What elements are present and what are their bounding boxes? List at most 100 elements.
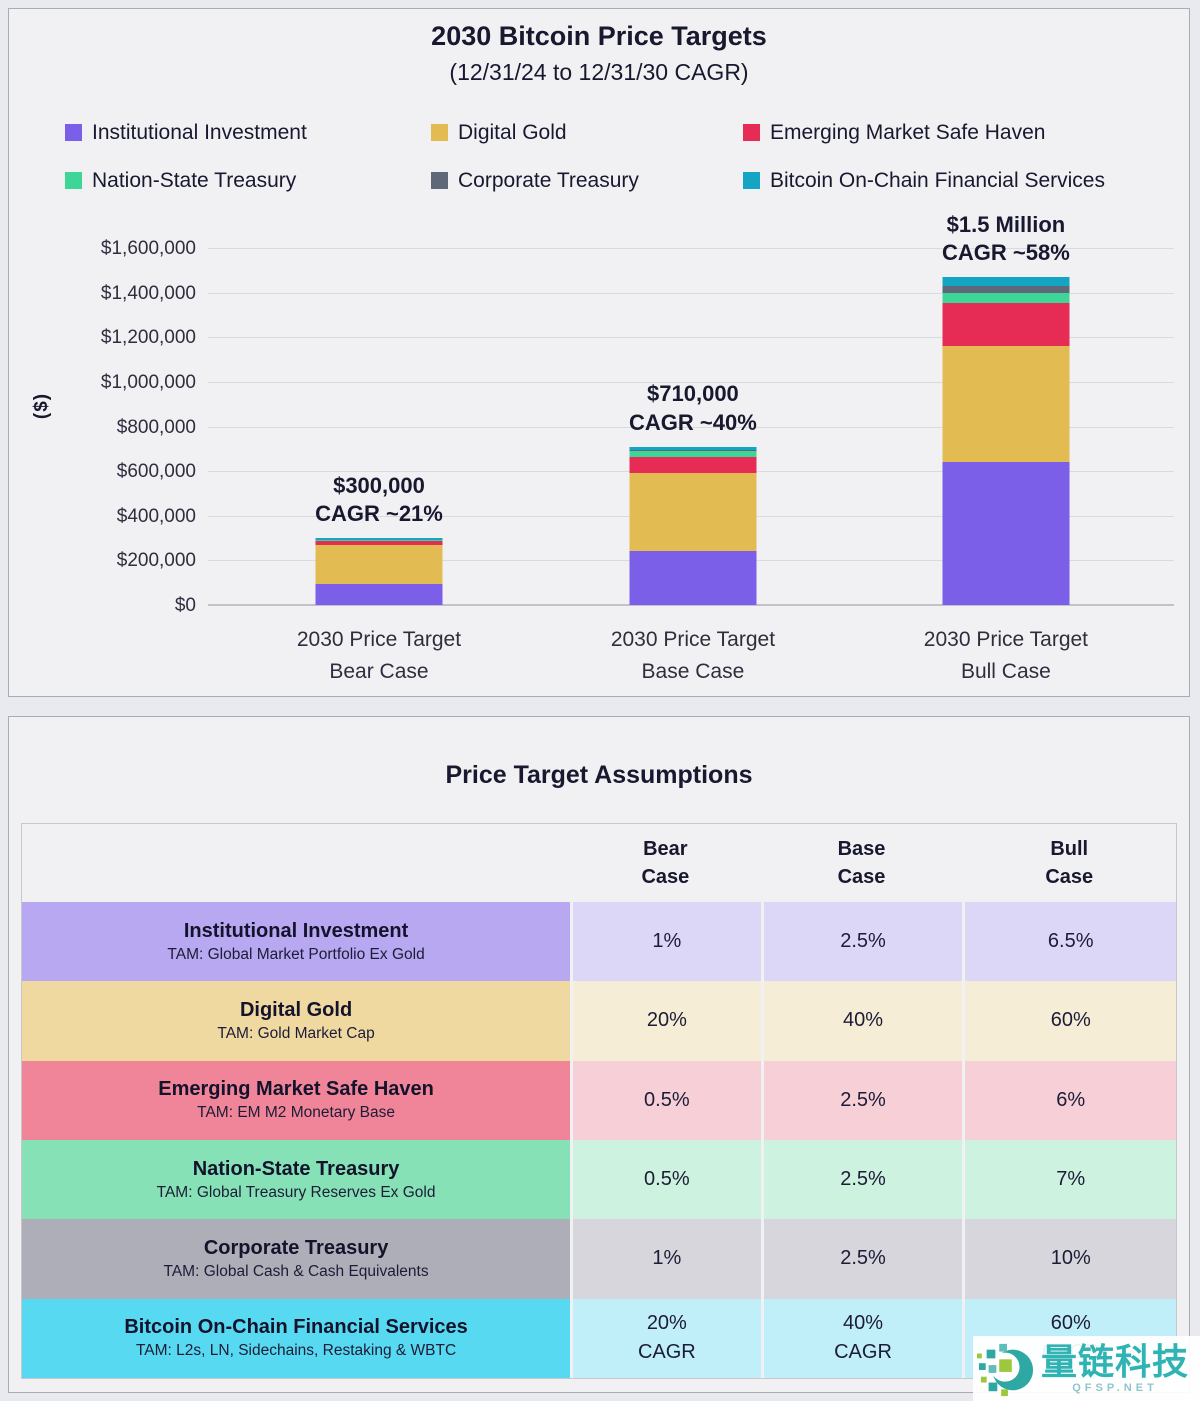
x-category-label: 2030 Price Target Bull Case <box>923 628 1089 683</box>
row-title: Emerging Market Safe Haven <box>158 1078 434 1101</box>
gridline <box>208 337 1174 339</box>
gridline <box>208 248 1174 249</box>
cell-nation-state-treasury-bear: 0.5% <box>570 1139 761 1220</box>
gridline <box>208 426 1174 428</box>
gridline <box>208 604 1174 606</box>
legend-swatch-icon <box>431 172 448 189</box>
price-targets-chart-panel: 2030 Bitcoin Price Targets (12/31/24 to … <box>8 8 1190 697</box>
row-title: Bitcoin On-Chain Financial Services <box>124 1316 468 1339</box>
segment-institutional-investment <box>315 583 443 605</box>
legend-label: Nation-State Treasury <box>92 169 297 192</box>
cell-nation-state-treasury-base: 2.5% <box>760 1139 963 1220</box>
column-header-bull-case: Bull Case <box>1045 838 1094 888</box>
legend-item-digital-gold: Digital Gold <box>431 121 743 145</box>
row-title: Nation-State Treasury <box>192 1157 400 1180</box>
y-tick-label: $1,400,000 <box>100 282 196 304</box>
chart-title: 2030 Bitcoin Price Targets <box>431 21 767 51</box>
legend-swatch-icon <box>65 124 82 141</box>
row-title: Corporate Treasury <box>203 1236 389 1259</box>
y-tick-label: $1,000,000 <box>100 371 196 393</box>
cell-bitcoin-on-chain-financial-services-bear: 20% CAGR <box>570 1298 761 1378</box>
cell-corporate-treasury-base: 2.5% <box>760 1219 963 1299</box>
table-row-digital-gold: Digital Gold TAM: Gold Market Cap 20% 40% 60… <box>22 981 1176 1061</box>
y-tick-label: $800,000 <box>116 416 196 438</box>
segment-nation-state-treasury <box>629 451 757 457</box>
segment-corporate-treasury <box>942 285 1070 294</box>
row-label-emerging-market-safe-haven: Emerging Market Safe Haven TAM: EM M2 Mon… <box>22 1060 571 1140</box>
gridline <box>208 381 1174 383</box>
legend-item-institutional-investment: Institutional Investment <box>65 121 431 145</box>
cell-emerging-market-safe-haven-bear: 0.5% <box>570 1060 761 1140</box>
legend-label: Corporate Treasury <box>458 169 639 192</box>
legend-item-bitcoin-on-chain-financial-services: Bitcoin On-Chain Financial Services <box>743 169 1105 193</box>
segment-bitcoin-on-chain-financial-services <box>629 446 757 450</box>
stacked-bar-1 <box>315 538 443 605</box>
legend-item-emerging-market-safe-haven: Emerging Market Safe Haven <box>743 121 1105 145</box>
table-header-row: Bear Case Base Case Bull Case <box>22 824 1176 902</box>
table-row-nation-state-treasury: Nation-State Treasury TAM: Global Treasur… <box>22 1139 1176 1220</box>
row-label-corporate-treasury: Corporate Treasury TAM: Global Cash & Cas… <box>22 1219 571 1299</box>
y-tick-label: $1,200,000 <box>100 327 196 349</box>
chart-subtitle: (12/31/24 to 12/31/30 CAGR) <box>449 59 749 85</box>
row-tam: TAM: Gold Market Cap <box>217 1024 375 1042</box>
table-row-emerging-market-safe-haven: Emerging Market Safe Haven TAM: EM M2 Mon… <box>22 1060 1176 1140</box>
cell-emerging-market-safe-haven-bull: 6% <box>962 1060 1176 1140</box>
segment-nation-state-treasury <box>315 540 443 541</box>
cell-corporate-treasury-bull: 10% <box>962 1219 1176 1299</box>
legend-item-corporate-treasury: Corporate Treasury <box>431 169 743 193</box>
row-tam: TAM: Global Treasury Reserves Ex Gold <box>156 1183 436 1201</box>
table-header-empty <box>22 824 570 902</box>
bar-annotation: $710,000 CAGR ~40% <box>629 381 757 435</box>
watermark: 量链科技 QFSP.NET <box>973 1336 1200 1401</box>
row-tam: TAM: EM M2 Monetary Base <box>197 1104 395 1122</box>
y-tick-label: $1,600,000 <box>100 238 196 259</box>
plot-area: $0 $200,000 $400,000 $600,000 $800,000 $1,000… <box>101 212 1174 683</box>
y-tick-label: $600,000 <box>116 461 196 483</box>
segment-digital-gold <box>315 545 443 584</box>
segment-institutional-investment <box>942 462 1070 605</box>
bar-annotation: $300,000 CAGR ~21% <box>315 472 443 527</box>
legend-label: Bitcoin On-Chain Financial Services <box>770 169 1105 192</box>
y-axis-label: ($) <box>31 392 53 420</box>
row-tam: TAM: L2s, LN, Sidechains, Restaking & WB… <box>135 1342 457 1360</box>
cell-institutional-investment-bear: 1% <box>570 902 761 982</box>
gridline <box>208 292 1174 294</box>
cell-digital-gold-bear: 20% <box>570 981 761 1061</box>
segment-emerging-market-safe-haven <box>942 302 1070 347</box>
cell-institutional-investment-base: 2.5% <box>760 902 963 982</box>
table-row-institutional-investment: Institutional Investment TAM: Global Mark… <box>22 902 1176 982</box>
cell-nation-state-treasury-bull: 7% <box>962 1139 1176 1220</box>
row-tam: TAM: Global Cash & Cash Equivalents <box>163 1262 429 1280</box>
bar-annotation: $1.5 Million CAGR ~58% <box>942 211 1070 266</box>
row-title: Institutional Investment <box>183 919 409 942</box>
assumptions-panel: Price Target Assumptions Bear Case Base C… <box>8 716 1190 1393</box>
legend-swatch-icon <box>431 124 448 141</box>
watermark-text: 量链科技 QFSP.NET <box>1041 1340 1190 1394</box>
stacked-bar-3 <box>942 277 1070 605</box>
segment-digital-gold <box>629 473 757 552</box>
cell-institutional-investment-bull: 6.5% <box>962 902 1176 982</box>
cell-bitcoin-on-chain-financial-services-base: 40% CAGR <box>760 1298 963 1378</box>
segment-bitcoin-on-chain-financial-services <box>315 538 443 540</box>
watermark-brand: 量链科技 <box>1041 1340 1190 1382</box>
x-category-label: 2030 Price Target Bear Case <box>296 628 462 683</box>
cell-digital-gold-base: 40% <box>760 981 963 1061</box>
x-category-label: 2030 Price Target Base Case <box>610 628 776 683</box>
row-label-institutional-investment: Institutional Investment TAM: Global Mark… <box>22 902 571 982</box>
row-label-bitcoin-on-chain-financial-services: Bitcoin On-Chain Financial Services TAM: … <box>22 1298 571 1378</box>
table-row-corporate-treasury: Corporate Treasury TAM: Global Cash & Cas… <box>22 1219 1176 1299</box>
stacked-bar-2 <box>629 446 757 605</box>
column-header-base-case: Base Case <box>837 838 886 888</box>
legend-label: Institutional Investment <box>92 121 307 144</box>
cell-corporate-treasury-bear: 1% <box>570 1219 761 1299</box>
assumptions-table: Bear Case Base Case Bull Case Institutional… <box>21 823 1177 1379</box>
segment-corporate-treasury <box>629 449 757 452</box>
assumptions-title: Price Target Assumptions <box>445 761 753 789</box>
row-label-nation-state-treasury: Nation-State Treasury TAM: Global Treasur… <box>22 1139 571 1220</box>
column-header-bear-case: Bear Case <box>641 838 690 888</box>
legend-swatch-icon <box>743 124 760 141</box>
segment-bitcoin-on-chain-financial-services <box>942 277 1070 286</box>
legend-label: Digital Gold <box>458 121 567 144</box>
watermark-logo-icon <box>977 1343 1034 1396</box>
chart-legend: Institutional Investment Digital Gold Emer… <box>65 121 1105 193</box>
